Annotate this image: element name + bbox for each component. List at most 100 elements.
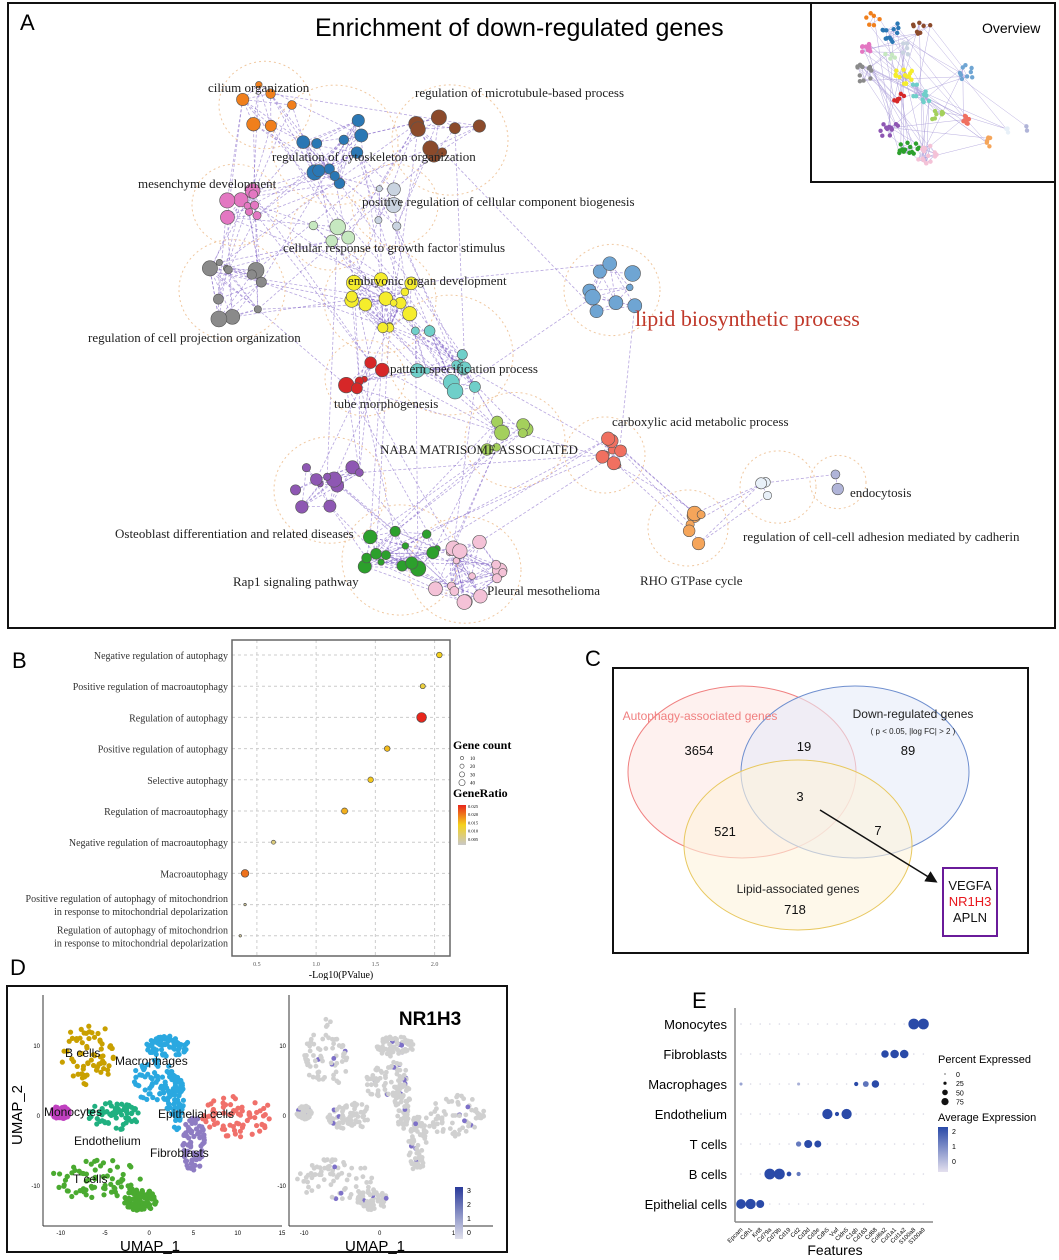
umap-cell bbox=[240, 1122, 246, 1128]
network-edge bbox=[396, 117, 440, 227]
network-edge bbox=[351, 300, 418, 371]
umap-cell bbox=[80, 1186, 87, 1192]
y-category-label: Regulation of autophagy of mitochondrion bbox=[57, 925, 228, 936]
network-edge bbox=[227, 216, 382, 280]
expression-dot bbox=[836, 1053, 838, 1055]
umap-cell bbox=[186, 1135, 192, 1141]
umap-cell bbox=[171, 1074, 177, 1081]
network-node bbox=[341, 230, 356, 245]
umap-cell bbox=[311, 1053, 316, 1058]
network-node bbox=[492, 443, 501, 452]
cluster-boundary bbox=[271, 84, 399, 206]
umap-cell bbox=[402, 1117, 408, 1123]
expression-dot bbox=[826, 1053, 829, 1055]
network-edge bbox=[479, 449, 623, 543]
umap-cell bbox=[191, 1118, 197, 1124]
expression-dot bbox=[922, 1113, 925, 1115]
overview-edge bbox=[890, 118, 969, 128]
overview-edge bbox=[868, 68, 926, 149]
network-edge bbox=[329, 505, 367, 559]
overview-node bbox=[898, 91, 904, 97]
panel-b-label: B bbox=[12, 648, 27, 673]
umap-cell bbox=[59, 1112, 65, 1118]
umap-cell bbox=[342, 1187, 347, 1192]
umap-cell bbox=[306, 1072, 312, 1078]
expression-dot bbox=[884, 1143, 886, 1145]
umap-cell bbox=[132, 1106, 138, 1112]
y-category-label: Positive regulation of autophagy bbox=[98, 745, 228, 756]
umap-cell bbox=[151, 1070, 158, 1076]
umap-cell bbox=[95, 1063, 101, 1070]
umap-cell bbox=[98, 1069, 104, 1075]
umap-cell bbox=[157, 1091, 163, 1097]
network-edge bbox=[334, 120, 359, 177]
colorbar-label: 2 bbox=[467, 1202, 471, 1209]
umap-cell bbox=[139, 1187, 145, 1194]
umap-cell bbox=[412, 1156, 418, 1161]
umap-cell bbox=[328, 1019, 333, 1025]
size-legend-value: 50 bbox=[956, 1090, 964, 1097]
overview-edge bbox=[890, 127, 989, 139]
umap-cell bbox=[191, 1156, 197, 1162]
network-edge bbox=[364, 566, 465, 603]
network-node bbox=[370, 548, 382, 560]
umap-cell bbox=[340, 1043, 346, 1048]
cluster-boundary bbox=[809, 454, 867, 510]
expression-dot bbox=[841, 1108, 852, 1120]
umap-cell bbox=[201, 1132, 207, 1138]
cluster-boundary bbox=[178, 239, 286, 341]
network-node bbox=[210, 310, 228, 328]
expression-dot bbox=[845, 1203, 848, 1205]
network-node bbox=[374, 216, 383, 225]
x-tick-label: 0 bbox=[148, 1231, 152, 1237]
umap-cell bbox=[370, 1076, 376, 1082]
umap-cell bbox=[371, 1188, 377, 1193]
expression-dot bbox=[884, 1083, 886, 1085]
size-legend-value: 40 bbox=[470, 782, 476, 787]
expression-dot bbox=[893, 1143, 896, 1145]
umap-cell bbox=[399, 1049, 405, 1055]
umap-cell bbox=[439, 1117, 445, 1122]
umap-cell bbox=[97, 1163, 104, 1169]
shared-gene: APLN bbox=[953, 910, 987, 925]
overview-node bbox=[966, 117, 971, 122]
expression-dot bbox=[788, 1083, 790, 1085]
overview-node bbox=[898, 142, 903, 147]
expression-dot bbox=[922, 1173, 925, 1175]
umap-cell bbox=[316, 1069, 322, 1075]
network-node bbox=[389, 525, 401, 537]
network-node bbox=[410, 121, 426, 137]
network-edge bbox=[415, 330, 457, 366]
network-node bbox=[423, 325, 436, 337]
umap-cell bbox=[430, 1121, 436, 1127]
data-point bbox=[419, 683, 426, 690]
network-edge bbox=[256, 139, 345, 216]
network-edge bbox=[218, 262, 220, 300]
network-node bbox=[491, 559, 501, 570]
network-edge bbox=[219, 262, 252, 275]
row-label: Endothelium bbox=[655, 1107, 727, 1122]
expression-dot bbox=[826, 1143, 829, 1145]
umap-cell bbox=[176, 1104, 182, 1110]
network-edge bbox=[364, 364, 457, 380]
umap-cell bbox=[327, 1171, 333, 1177]
network-edge bbox=[247, 125, 272, 206]
overview-edge bbox=[921, 100, 930, 149]
color-legend-value: 1 bbox=[952, 1144, 956, 1151]
umap-cell bbox=[69, 1056, 75, 1062]
color-legend-title: Average Expression bbox=[938, 1112, 1036, 1124]
overview-node bbox=[886, 124, 892, 130]
network-edge bbox=[359, 367, 465, 382]
umap-cell bbox=[181, 1046, 187, 1052]
umap-cell bbox=[326, 1035, 331, 1041]
umap-cell bbox=[104, 1173, 110, 1179]
umap-cell bbox=[131, 1190, 137, 1196]
network-edge bbox=[389, 325, 463, 355]
umap-cell bbox=[406, 1086, 412, 1092]
umap-cell bbox=[386, 1091, 391, 1097]
umap-cell bbox=[365, 1184, 371, 1190]
network-node bbox=[606, 456, 621, 471]
umap-cell bbox=[413, 1121, 419, 1127]
size-legend-value: 30 bbox=[470, 773, 476, 778]
umap-cell bbox=[339, 1196, 345, 1202]
